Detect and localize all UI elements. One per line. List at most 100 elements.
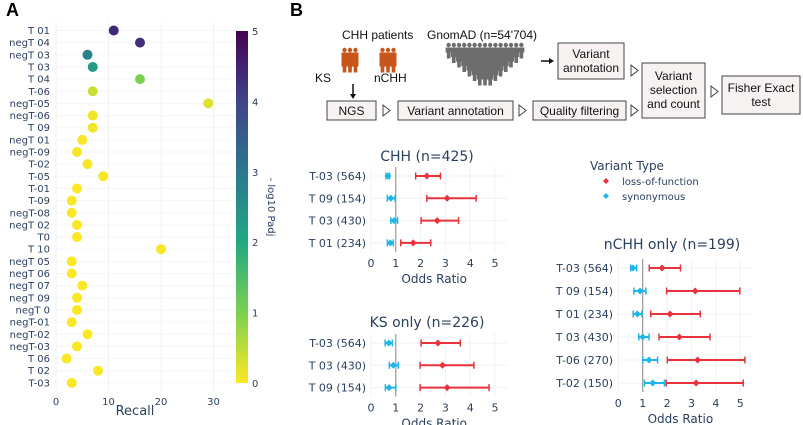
y-category-label: negT 06 [9, 269, 50, 280]
odds-ratio-marker [636, 287, 644, 295]
x-tick-label: 5 [492, 257, 499, 270]
person-icon [347, 56, 353, 73]
odds-ratio-marker [385, 384, 393, 392]
data-point [72, 183, 82, 194]
data-point [82, 49, 93, 60]
odds-ratio-marker [423, 172, 431, 180]
y-category-label: negT 04 [9, 38, 50, 49]
colorbar-tick-label: 1 [252, 309, 258, 320]
forest-plot-ks: KS only (n=226) 0 1 2 3 4 5 Odds Ratio T-03 (564… [308, 315, 508, 425]
legend-lof-marker-icon [603, 178, 609, 184]
fisher-test-box [721, 75, 801, 115]
data-point [135, 74, 145, 85]
data-point [72, 219, 82, 230]
panel-b-label: B [290, 0, 303, 20]
odds-ratio-marker [658, 264, 666, 272]
x-tick-label: 0 [615, 397, 622, 410]
person-icon [502, 56, 509, 72]
ngs-text: NGS [338, 104, 364, 118]
odds-ratio-marker [692, 379, 700, 387]
data-point [87, 86, 98, 97]
data-point [156, 244, 166, 255]
odds-ratio-marker [385, 339, 393, 347]
data-point [72, 292, 82, 303]
x-tick-label: 5 [737, 397, 744, 410]
nchh-label: nCHH [374, 71, 407, 85]
odds-ratio-marker [434, 339, 442, 347]
data-point [66, 207, 77, 218]
y-category-label: T-03 [27, 378, 50, 389]
forest-plot-chh: CHH (n=425) 0 1 2 3 4 5 Odds Ratio T-03 (564) T 0… [308, 149, 508, 286]
y-category-label: negT 07 [9, 281, 50, 292]
gnomad-crowd-icon [445, 42, 525, 86]
data-point [82, 329, 93, 340]
x-tick-label: 4 [467, 257, 474, 270]
colorbar-title: - log10 Padj [265, 178, 276, 237]
person-icon [352, 56, 359, 73]
odds-ratio-marker [438, 361, 446, 369]
y-category-label: T 09 [27, 123, 50, 134]
person-icon [445, 42, 452, 59]
odds-ratio-marker [633, 310, 641, 318]
x-tick-label: 20 [155, 397, 168, 408]
odds-ratio-marker [694, 356, 702, 364]
y-category-label: T 04 [27, 75, 50, 86]
y-category-label: T 03 (430) [308, 215, 366, 228]
y-category-label: negT 05 [9, 257, 50, 268]
y-category-label: T-06 [27, 87, 50, 98]
odds-ratio-marker [645, 356, 653, 364]
person-icon [456, 51, 462, 68]
y-category-label: T 06 [27, 354, 50, 365]
data-point [98, 171, 109, 182]
x-tick-label: 3 [442, 257, 449, 270]
y-category-label: T-03 (564) [308, 170, 366, 183]
odds-ratio-marker [409, 239, 417, 247]
y-category-label: T-01 [27, 184, 50, 195]
data-point [77, 134, 88, 145]
data-point [72, 147, 82, 157]
x-tick-label: 0 [368, 257, 375, 270]
x-tick-label: 2 [664, 397, 671, 410]
data-point [72, 341, 82, 352]
y-category-label: T 03 (430) [308, 359, 366, 372]
odds-ratio-marker [389, 361, 397, 369]
data-point [87, 110, 98, 121]
y-category-label: negT 02 [9, 220, 50, 231]
y-category-label: T0 [37, 233, 50, 244]
odds-ratio-marker [675, 333, 683, 341]
legend-synonymous-label: synonymous [622, 192, 685, 203]
y-category-label: T-03 (564) [308, 337, 366, 350]
y-category-label: negT-01 [10, 318, 50, 329]
odds-ratio-marker [390, 217, 398, 225]
data-point [61, 353, 72, 364]
odds-ratio-marker [386, 239, 394, 247]
y-category-label: T 01 (234) [308, 237, 366, 250]
colorbar-ticks: 0 1 2 3 4 5 [252, 27, 258, 390]
y-category-label: T 03 (430) [555, 331, 613, 344]
x-tick-label: 0 [53, 397, 59, 408]
person-icon [466, 60, 473, 77]
x-tick-label: 4 [467, 402, 474, 415]
variant-annotation-gnomad-text-1: Variant [572, 47, 610, 61]
data-point [135, 37, 145, 48]
variant-annotation-text: Variant annotation [407, 104, 504, 118]
odds-ratio-marker [443, 194, 451, 202]
person-icon [497, 60, 504, 77]
person-icon [492, 65, 499, 81]
forest-plot-title: KS only (n=226) [370, 315, 485, 331]
odds-ratio-marker [629, 264, 637, 272]
panel-a-label: A [6, 0, 19, 20]
forest-plot-title: nCHH only (n=199) [604, 237, 740, 253]
y-category-label: negT 09 [9, 293, 50, 304]
y-category-label: T 09 (154) [308, 382, 366, 395]
quality-filtering-text: Quality filtering [540, 104, 619, 118]
fisher-test-text-1: Fisher Exact [728, 81, 795, 95]
person-icon [487, 69, 494, 86]
y-category-label: negT 01 [9, 135, 50, 146]
x-tick-label: 3 [442, 402, 449, 415]
y-category-label: negT-05 [10, 99, 50, 110]
data-point [72, 304, 82, 315]
ks-patients-icon [341, 47, 359, 73]
x-tick-label: 30 [207, 397, 220, 408]
